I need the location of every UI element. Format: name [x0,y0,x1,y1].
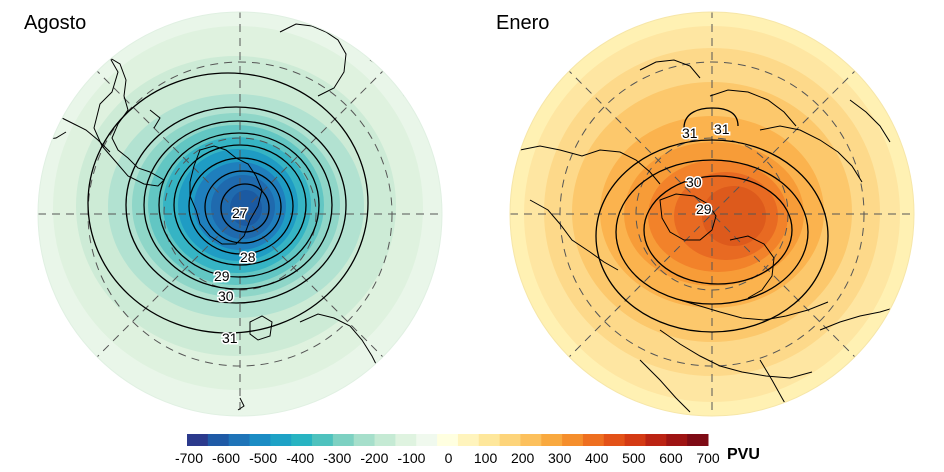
colorbar-tick-label: 200 [511,450,535,466]
colorbar-swatch [395,434,417,446]
colorbar-tick-label: 300 [548,450,572,466]
contour-label: 30 [686,174,702,190]
colorbar-swatch [478,434,501,446]
colorbar-swatch [603,434,626,446]
colorbar-tick-label: -200 [360,450,388,466]
colorbar-swatch [520,434,542,446]
colorbar-tick-label: -400 [286,450,314,466]
colorbar-swatch [645,434,667,446]
contour-label: 29 [696,201,712,217]
contour-label: 30 [218,288,234,304]
colorbar-swatch [228,434,251,446]
panel-title-enero: Enero [496,12,549,34]
colorbar-swatch [332,434,355,446]
contour-label: 28 [240,249,256,265]
coastlines-enero [519,59,901,413]
graticule-enero [510,12,914,416]
colorbar-swatch [249,434,271,446]
colorbar-swatch [687,434,709,446]
shading-agosto [38,12,442,416]
colorbar-swatch [207,434,230,446]
contours-enero [595,107,829,333]
colorbar-swatch [353,434,376,446]
panel-title-agosto: Agosto [24,12,86,34]
colorbar-swatches [187,434,709,446]
contour-label: 27 [232,205,248,221]
shading-enero [510,12,914,416]
colorbar-swatch [374,434,396,446]
colorbar-swatch [270,434,292,446]
contour-label: 31 [714,121,730,137]
colorbar-swatch [499,434,521,446]
colorbar-tick-label: -500 [249,450,277,466]
colorbar-unit: PVU [727,446,760,463]
colorbar-swatch [541,434,563,446]
colorbar-swatch [562,434,584,446]
colorbar-swatch [416,434,438,446]
colorbar-swatch [437,434,459,446]
map-panel-agosto: 27 28 29 30 31 Agosto [24,11,443,417]
colorbar-swatch [312,434,334,446]
colorbar-ticks: -700 -600 -500 -400 -300 -200 -100 0 100 200 300 40… [175,450,720,466]
colorbar-swatch [666,434,688,446]
contour-label: 31 [222,330,238,346]
contours-agosto [87,72,369,334]
colorbar: -700 -600 -500 -400 -300 -200 -100 0 100 200 300 40… [175,434,760,466]
colorbar-swatch [457,434,480,446]
colorbar-tick-label: -100 [397,450,425,466]
colorbar-tick-label: 700 [696,450,720,466]
colorbar-swatch [624,434,646,446]
colorbar-swatch [582,434,605,446]
contour-label: 29 [214,268,230,284]
map-panel-enero: 29 30 31 31 Enero [496,11,915,417]
contour-label: 31 [682,125,698,141]
colorbar-swatch [187,434,209,446]
colorbar-tick-label: 0 [445,450,453,466]
colorbar-tick-label: -600 [212,450,240,466]
colorbar-tick-label: -700 [175,450,203,466]
colorbar-tick-label: 400 [585,450,609,466]
colorbar-tick-label: -300 [323,450,351,466]
colorbar-tick-label: 500 [622,450,646,466]
colorbar-tick-label: 100 [474,450,498,466]
colorbar-tick-label: 600 [659,450,683,466]
colorbar-swatch [291,434,313,446]
